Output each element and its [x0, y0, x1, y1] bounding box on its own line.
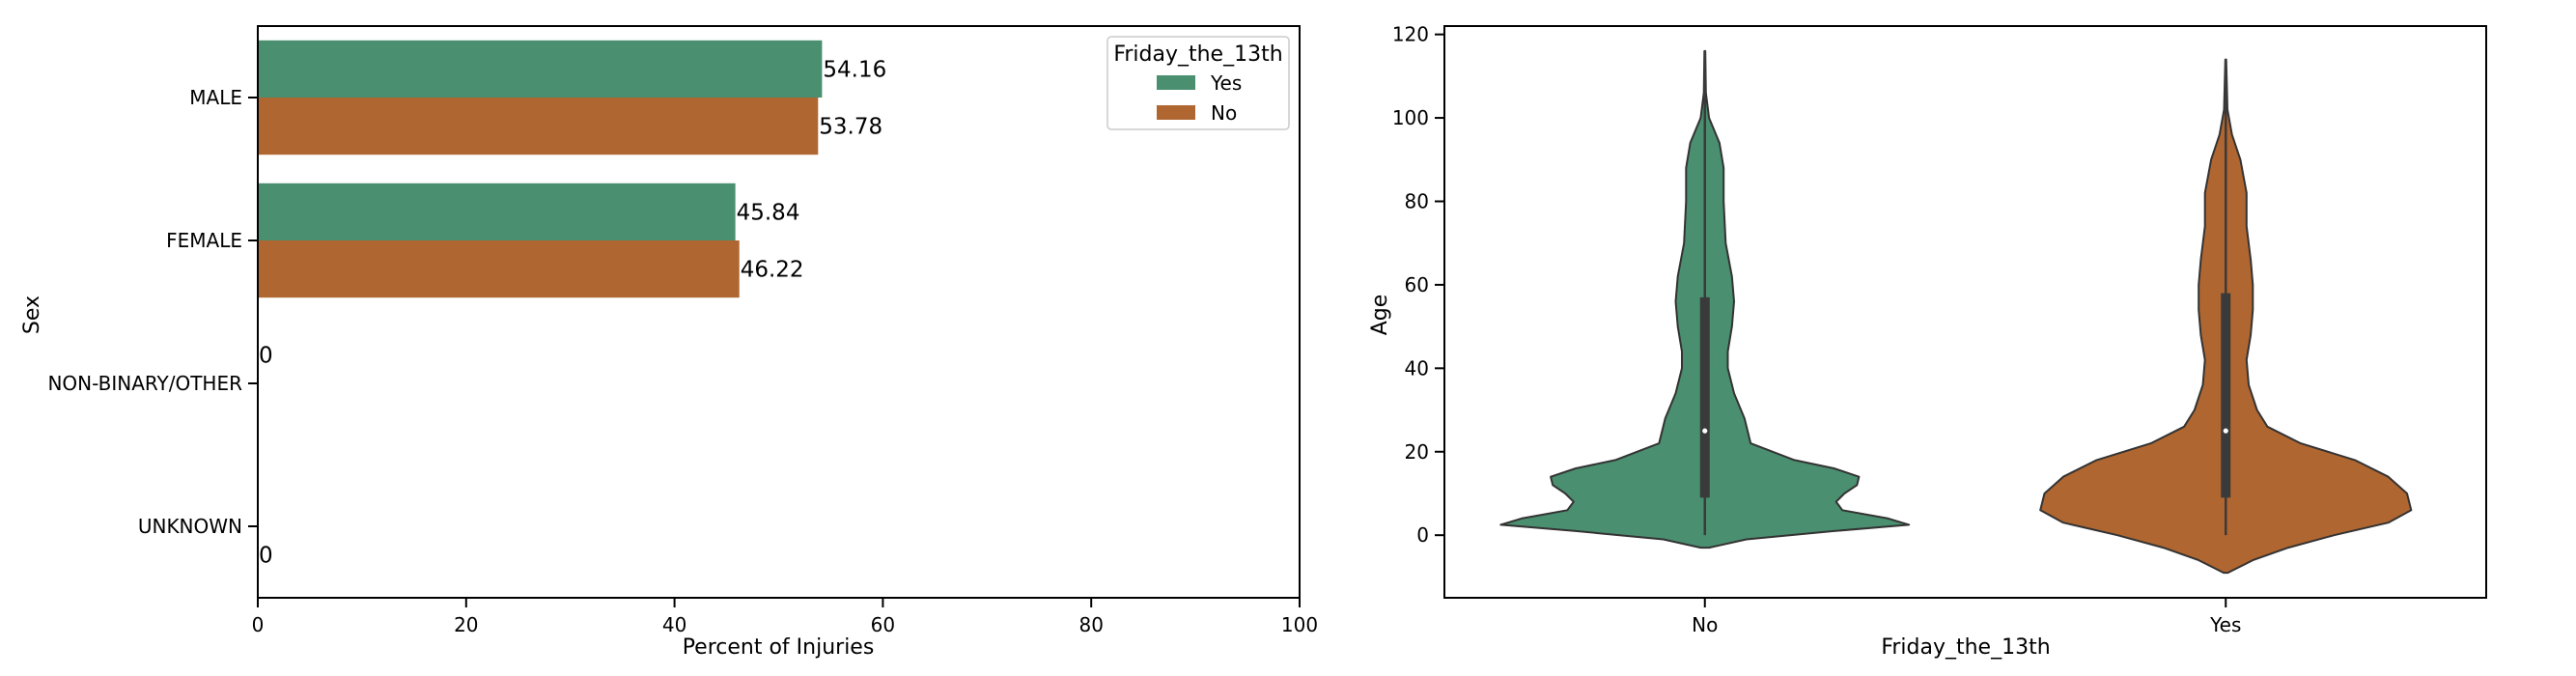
bar-no-male [258, 98, 819, 155]
bar-marks [258, 40, 823, 298]
y-tick-label-non-binary-other: NON-BINARY/OTHER [47, 372, 242, 395]
legend-label-yes: Yes [1210, 71, 1242, 95]
y-tick-label-80: 80 [1405, 189, 1429, 212]
legend: Friday_the_13th Yes No [1106, 36, 1290, 130]
y-tick-label-male: MALE [189, 86, 242, 109]
violin-plot-frame [1443, 25, 2487, 599]
legend-title: Friday_the_13th [1113, 42, 1282, 67]
violin-y-ticks: 0 20 40 60 80 100 120 [1392, 23, 1444, 547]
legend-label-no: No [1211, 101, 1237, 125]
violin-median-no [1702, 428, 1708, 434]
x-tick-label-0: 0 [252, 613, 265, 636]
legend-frame [1106, 36, 1290, 130]
bar-chart-panel: 54.16 45.84 0 53.78 46.22 0 MALE FEMALE NON-BIN… [20, 25, 1318, 660]
violin-box-no [1699, 296, 1710, 498]
violin-x-axis-label: Friday_the_13th [1881, 635, 2050, 660]
x-tick-label-no: No [1692, 613, 1718, 636]
bar-x-ticks: 0 20 40 60 80 100 [252, 598, 1318, 636]
y-tick-label-40: 40 [1405, 356, 1429, 380]
y-tick-label-60: 60 [1405, 273, 1429, 296]
violin-box-yes [2221, 293, 2231, 498]
violin-x-ticks: No Yes [1692, 598, 2241, 636]
bar-plot-frame [257, 25, 1301, 599]
bar-yes-female [258, 183, 736, 240]
violin-marks [1499, 49, 2413, 575]
data-label-no-male: 53.78 [819, 115, 882, 140]
data-label-no-female: 46.22 [741, 258, 804, 283]
violin-y-axis-label: Age [1368, 295, 1392, 336]
y-tick-label-unknown: UNKNOWN [138, 515, 242, 538]
x-tick-label-80: 80 [1078, 613, 1103, 636]
bar-yes-male [258, 40, 823, 98]
x-tick-label-20: 20 [454, 613, 478, 636]
x-tick-label-60: 60 [871, 613, 895, 636]
violin-chart-panel: 0 20 40 60 80 100 120 No Yes Friday_the_13th Ag… [1368, 23, 2487, 660]
data-label-yes-non-binary-other: 0 [259, 343, 273, 368]
bar-data-labels: 54.16 45.84 0 53.78 46.22 0 [259, 57, 886, 568]
bar-x-axis-label: Percent of Injuries [683, 635, 875, 660]
x-tick-label-yes: Yes [2209, 613, 2241, 636]
x-tick-label-40: 40 [662, 613, 686, 636]
legend-swatch-yes [1157, 75, 1195, 90]
y-tick-label-20: 20 [1405, 440, 1429, 464]
y-tick-label-0: 0 [1416, 523, 1429, 547]
legend-swatch-no [1157, 105, 1195, 120]
y-tick-label-100: 100 [1392, 106, 1429, 129]
data-label-no-unknown: 0 [259, 544, 273, 569]
y-tick-label-120: 120 [1392, 23, 1429, 46]
bar-y-ticks: MALE FEMALE NON-BINARY/OTHER UNKNOWN [47, 86, 258, 538]
y-tick-label-female: FEMALE [166, 229, 242, 252]
data-label-yes-male: 54.16 [823, 57, 886, 82]
bar-no-female [258, 240, 740, 298]
violin-median-yes [2223, 428, 2228, 434]
x-tick-label-100: 100 [1281, 613, 1318, 636]
data-label-yes-female: 45.84 [737, 200, 800, 225]
bar-y-axis-label: Sex [20, 296, 44, 334]
